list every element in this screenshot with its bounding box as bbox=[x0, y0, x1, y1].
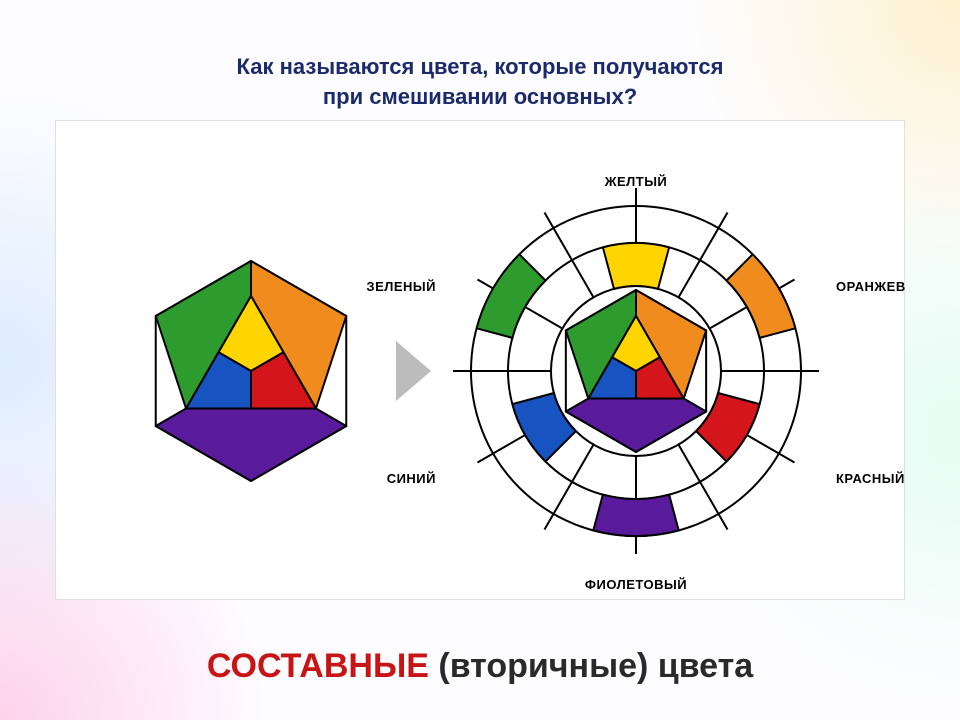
slide-caption: СОСТАВНЫЕ (вторичные) цвета bbox=[0, 647, 960, 686]
diagram-panel: ЖЕЛТЫЙ ОРАНЖЕВЫЙ КРАСНЫЙ ФИОЛЕТОВЫЙ СИНИЙ ЗЕЛ… bbox=[55, 120, 905, 600]
wheel-label-green: ЗЕЛЕНЫЙ bbox=[366, 279, 436, 294]
title-line-1: Как называются цвета, которые получаются bbox=[237, 54, 724, 79]
color-diagram: ЖЕЛТЫЙ ОРАНЖЕВЫЙ КРАСНЫЙ ФИОЛЕТОВЫЙ СИНИЙ ЗЕЛ… bbox=[56, 121, 906, 601]
wheel-label-orange: ОРАНЖЕВЫЙ bbox=[836, 279, 906, 294]
caption-emphasis: СОСТАВНЫЕ bbox=[207, 647, 429, 685]
slide-title: Как называются цвета, которые получаются… bbox=[0, 52, 960, 111]
title-line-2: при смешивании основных? bbox=[323, 84, 637, 109]
arrow-icon bbox=[396, 341, 431, 401]
wheel-label-blue: СИНИЙ bbox=[387, 471, 436, 486]
wheel-label-yellow: ЖЕЛТЫЙ bbox=[604, 174, 668, 189]
left-hexagon bbox=[156, 261, 347, 481]
color-wheel: ЖЕЛТЫЙ ОРАНЖЕВЫЙ КРАСНЫЙ ФИОЛЕТОВЫЙ СИНИЙ ЗЕЛ… bbox=[366, 174, 906, 592]
caption-rest: (вторичные) цвета bbox=[429, 647, 753, 685]
wheel-label-violet: ФИОЛЕТОВЫЙ bbox=[585, 577, 687, 592]
wheel-label-red: КРАСНЫЙ bbox=[836, 471, 905, 486]
